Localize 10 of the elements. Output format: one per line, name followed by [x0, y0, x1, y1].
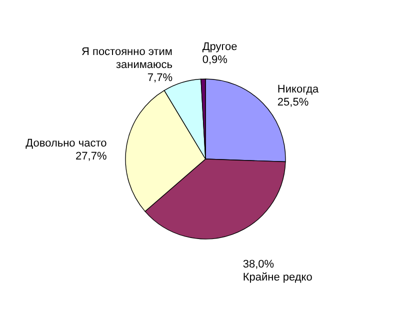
slice-label: Я постоянно этим занимаюсь [81, 46, 173, 71]
slice-label: Другое [202, 41, 238, 54]
data-label: 38,0% [242, 258, 274, 271]
data-label: 0,9% [202, 54, 228, 66]
slice-label: Довольно часто [26, 137, 107, 150]
slice-label: Крайне редко [242, 272, 312, 284]
data-label: 25,5% [277, 96, 309, 109]
slice-label: Никогда [277, 84, 320, 96]
data-label: 27,7% [76, 150, 107, 162]
data-label: 7,7% [147, 72, 173, 84]
